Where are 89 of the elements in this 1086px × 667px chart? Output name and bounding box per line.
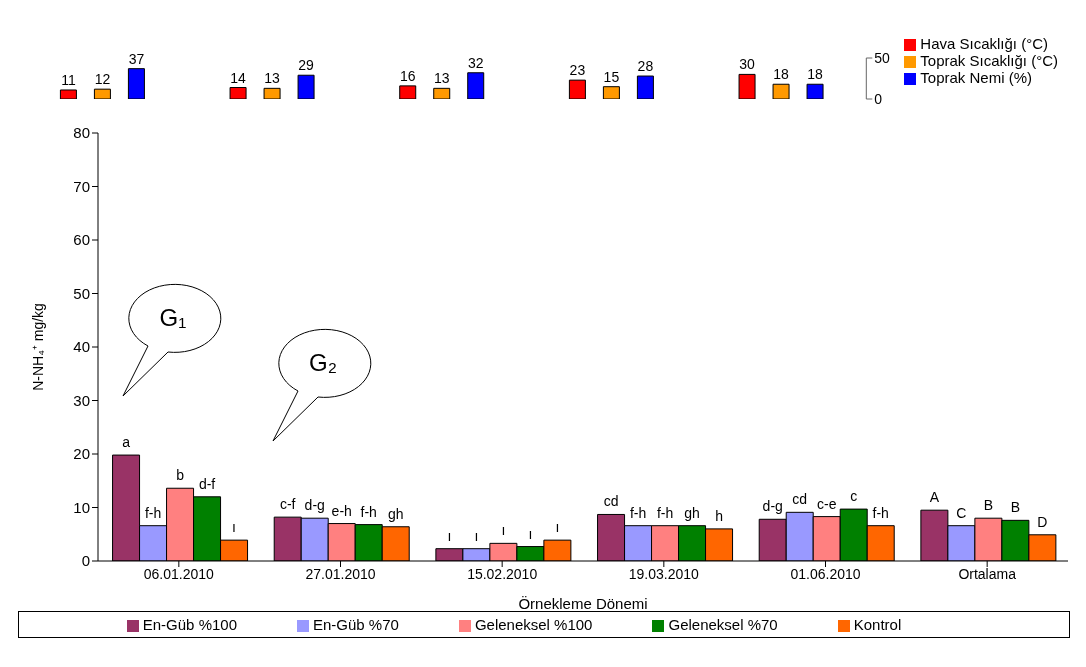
data-label: c-f bbox=[279, 496, 296, 513]
data-label: e-h bbox=[331, 502, 352, 519]
bar bbox=[59, 89, 77, 99]
data-label: h bbox=[715, 507, 723, 524]
y-tick-label: 50 bbox=[73, 284, 90, 302]
bar bbox=[467, 72, 485, 99]
bar bbox=[263, 87, 281, 99]
x-tick-label: 27.01.2010 bbox=[305, 565, 376, 582]
data-label: d-g bbox=[304, 497, 325, 514]
legend-label: Hava Sıcaklığı (°C) bbox=[920, 35, 1048, 52]
data-label: f-h bbox=[629, 504, 647, 521]
data-label: 11 bbox=[61, 71, 76, 88]
x-tick-label: Ortalama bbox=[958, 565, 1017, 582]
legend-label: En-Güb %70 bbox=[313, 616, 399, 633]
x-tick-label: 19.03.2010 bbox=[628, 565, 700, 582]
data-label: B bbox=[1010, 499, 1021, 516]
y-tick-label: 30 bbox=[73, 391, 90, 409]
data-label: c-e bbox=[816, 495, 837, 512]
bar bbox=[127, 68, 145, 99]
bar bbox=[738, 73, 756, 99]
x-tick-label: 15.02.2010 bbox=[467, 565, 538, 582]
y-tick-label: 0 bbox=[81, 552, 90, 570]
data-label: 18 bbox=[773, 66, 790, 83]
bar bbox=[636, 75, 654, 99]
data-label: 30 bbox=[739, 56, 756, 73]
data-label: c bbox=[850, 488, 858, 505]
x-tick-label: 06.01.2010 bbox=[143, 565, 215, 582]
legend-label: Toprak Sıcaklığı (°C) bbox=[920, 52, 1058, 69]
data-label: D bbox=[1037, 513, 1048, 530]
y-tick-label: 80 bbox=[73, 124, 90, 142]
legend-label: Kontrol bbox=[853, 616, 902, 633]
y-axis-title: N-NH₄⁺ mg/kg bbox=[29, 303, 46, 391]
bar bbox=[433, 87, 451, 99]
legend-label: Geleneksel %70 bbox=[668, 616, 778, 633]
data-label: 12 bbox=[94, 71, 111, 88]
bar bbox=[772, 83, 790, 99]
data-label: f-h bbox=[872, 504, 889, 521]
data-label: f-h bbox=[656, 504, 674, 521]
data-label: 37 bbox=[128, 50, 145, 67]
data-label: ı bbox=[447, 527, 452, 544]
data-label: 15 bbox=[603, 68, 620, 85]
bar bbox=[297, 74, 315, 99]
data-label: 16 bbox=[399, 67, 416, 84]
data-label: f-h bbox=[144, 504, 162, 521]
data-label: 18 bbox=[807, 66, 824, 83]
bar bbox=[602, 86, 620, 99]
bar bbox=[568, 79, 586, 99]
y-tick-label: 50 bbox=[874, 49, 891, 66]
data-label: d-f bbox=[198, 475, 216, 492]
annotation: G₂ bbox=[309, 349, 337, 376]
data-label: B bbox=[983, 497, 994, 514]
bar bbox=[93, 88, 111, 99]
data-label: cd bbox=[603, 493, 619, 510]
data-label: ı bbox=[501, 522, 506, 539]
data-label: b bbox=[176, 467, 185, 484]
data-label: 23 bbox=[569, 62, 586, 79]
data-label: ı bbox=[232, 519, 236, 536]
data-label: a bbox=[122, 434, 131, 451]
legend-label: En-Güb %100 bbox=[142, 616, 237, 633]
data-label: A bbox=[929, 489, 940, 506]
bar bbox=[806, 83, 824, 99]
annotation: G₁ bbox=[159, 304, 187, 331]
data-label: ı bbox=[555, 519, 560, 536]
bar bbox=[229, 87, 247, 99]
x-axis-title: Örnekleme Dönemi bbox=[518, 595, 648, 612]
data-label: d-g bbox=[762, 498, 783, 515]
data-label: C bbox=[956, 504, 967, 521]
y-tick-label: 10 bbox=[73, 498, 90, 516]
y-tick-label: 60 bbox=[73, 231, 90, 249]
data-label: 28 bbox=[637, 58, 654, 75]
legend-label: Geleneksel %100 bbox=[474, 616, 593, 633]
bar bbox=[399, 85, 417, 99]
data-label: 29 bbox=[298, 57, 315, 74]
data-label: ı bbox=[474, 527, 479, 544]
data-label: cd bbox=[792, 491, 808, 508]
data-label: 14 bbox=[230, 69, 247, 86]
data-label: ı bbox=[528, 525, 533, 542]
x-tick-label: 01.06.2010 bbox=[790, 565, 861, 582]
y-tick-label: 0 bbox=[874, 90, 883, 107]
y-tick-label: 20 bbox=[73, 445, 90, 463]
legend-label: Toprak Nemi (%) bbox=[920, 69, 1032, 86]
y-tick-label: 40 bbox=[73, 338, 90, 356]
data-label: f-h bbox=[360, 503, 377, 520]
y-tick-label: 70 bbox=[73, 177, 90, 195]
data-label: 13 bbox=[264, 70, 281, 87]
data-label: gh bbox=[684, 504, 700, 521]
data-label: gh bbox=[387, 505, 404, 522]
data-label: 32 bbox=[467, 54, 484, 71]
data-label: 13 bbox=[433, 70, 450, 87]
